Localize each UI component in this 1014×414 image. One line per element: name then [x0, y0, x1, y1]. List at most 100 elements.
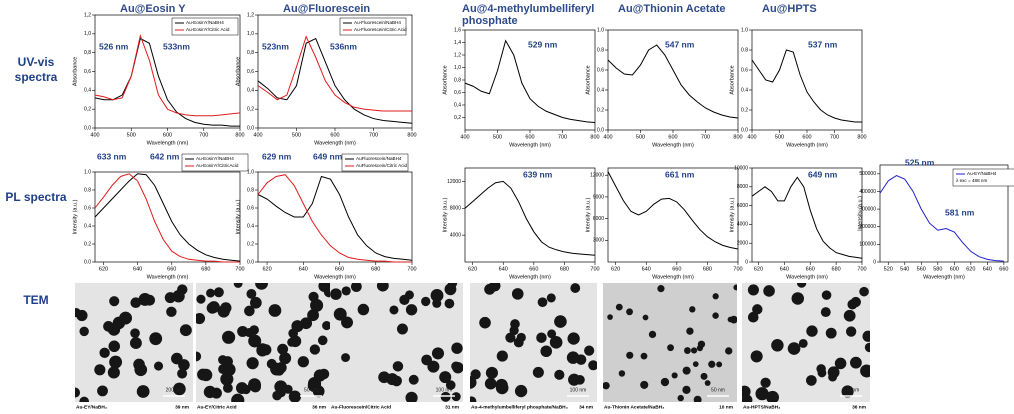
particle: [130, 337, 142, 350]
y-tick-label: 0,0: [84, 125, 91, 131]
particles: [196, 283, 330, 402]
particle: [445, 380, 456, 390]
particle: [277, 343, 289, 355]
particle: [760, 377, 771, 388]
particle: [712, 293, 719, 300]
particle: [99, 347, 110, 359]
particle: [222, 383, 233, 393]
particle: [217, 305, 230, 318]
particle: [300, 317, 313, 330]
x-tick-label: 560: [917, 266, 926, 272]
data-line: [257, 174, 412, 263]
y-tick-label: 0.6: [597, 67, 604, 73]
x-tick-label: 680: [832, 266, 841, 272]
plot-frame: [607, 167, 739, 263]
particle: [392, 361, 404, 372]
x-tick-label: 700: [558, 134, 567, 140]
particle: [279, 352, 292, 365]
particle: [237, 325, 249, 337]
tem-caption: Au-HPTS/NaBH₄: [743, 404, 781, 410]
particle: [791, 292, 805, 305]
y-tick-label: 0.6: [84, 205, 91, 211]
particle: [172, 290, 185, 303]
particle: [766, 390, 779, 402]
legend-label: Au-EY/NaBH4: [967, 171, 997, 176]
particle: [834, 357, 847, 370]
x-tick-label: 700: [701, 134, 710, 140]
peak-annotation: 633 nm: [97, 151, 127, 161]
x-tick-label: 800: [857, 134, 866, 140]
particle: [860, 364, 870, 378]
data-line: [94, 37, 240, 127]
particle: [689, 306, 696, 313]
particle: [642, 314, 649, 321]
x-tick-label: 600: [163, 132, 172, 138]
particle: [825, 327, 837, 339]
x-tick-label: 700: [733, 266, 742, 272]
x-tick-label: 640: [299, 266, 308, 272]
particle: [196, 351, 202, 362]
particle: [255, 283, 268, 290]
tem-size: 34 nm: [579, 404, 593, 410]
x-axis-label: Wavelength (nm): [509, 142, 551, 148]
tem-image: 100 nm: [742, 283, 870, 402]
tem-image: 50 nm: [603, 283, 737, 402]
x-axis-label: Wavelength (nm): [147, 274, 189, 280]
y-axis-label: Intensity (a.u.): [72, 199, 78, 234]
x-tick-label: 500: [636, 134, 645, 140]
y-axis-label: Absorbance: [235, 57, 241, 86]
scale-label: 50 nm: [304, 387, 318, 393]
particle: [246, 288, 257, 299]
x-tick-label: 700: [199, 132, 208, 138]
x-tick-label: 800: [590, 134, 599, 140]
particle: [554, 315, 567, 328]
particle: [288, 390, 302, 402]
scale-label: 200 nm: [166, 387, 183, 393]
y-tick-label: 0,8: [247, 50, 254, 56]
particle: [763, 285, 775, 297]
tem-size: 36 nm: [852, 404, 866, 410]
data-line: [879, 175, 1004, 262]
particle: [603, 381, 610, 390]
x-tick-label: 400: [747, 134, 756, 140]
y-tick-label: 1,6: [454, 27, 461, 33]
particle: [729, 315, 737, 324]
particle: [677, 394, 684, 402]
plot-frame: [257, 171, 413, 263]
particle: [660, 377, 670, 387]
particle: [199, 368, 213, 382]
x-tick-label: 500: [127, 132, 136, 138]
y-tick-label: 6000: [593, 216, 604, 222]
particle: [845, 326, 857, 337]
particle: [470, 396, 477, 402]
particle: [341, 286, 351, 296]
particle: [206, 288, 215, 298]
particle: [640, 352, 648, 360]
particle: [821, 290, 832, 300]
particle: [697, 340, 706, 348]
x-axis-label: Wavelength (nm): [652, 142, 694, 148]
x-tick-label: 400: [460, 134, 469, 140]
chart-title: Au@4-methylumbelliferyl phosphate: [462, 3, 595, 27]
data-line: [94, 173, 240, 263]
tem-caption: Au-4-methylumbelliferyl phosphate/NaBH₄: [471, 404, 569, 410]
y-tick-label: 10000: [734, 165, 748, 171]
x-tick-label: 800: [407, 132, 416, 138]
x-tick-label: 620: [468, 266, 477, 272]
x-tick-label: 680: [371, 266, 380, 272]
y-tick-label: 12000: [447, 179, 461, 185]
particle: [166, 306, 177, 318]
particle: [505, 332, 516, 343]
x-tick-label: 660: [335, 266, 344, 272]
particle: [130, 297, 142, 308]
legend-label: Au-EosinY/CitricAcid: [196, 163, 239, 168]
particle: [816, 364, 826, 374]
x-tick-label: 600: [330, 132, 339, 138]
x-tick-label: 500: [292, 132, 301, 138]
y-tick-label: 0,6: [247, 69, 254, 75]
y-axis-label: Intensity (a.u.): [857, 196, 863, 231]
particle: [554, 369, 565, 380]
particle: [440, 391, 451, 402]
x-axis-label: Wavelength (nm): [786, 274, 828, 280]
particle: [396, 323, 408, 335]
